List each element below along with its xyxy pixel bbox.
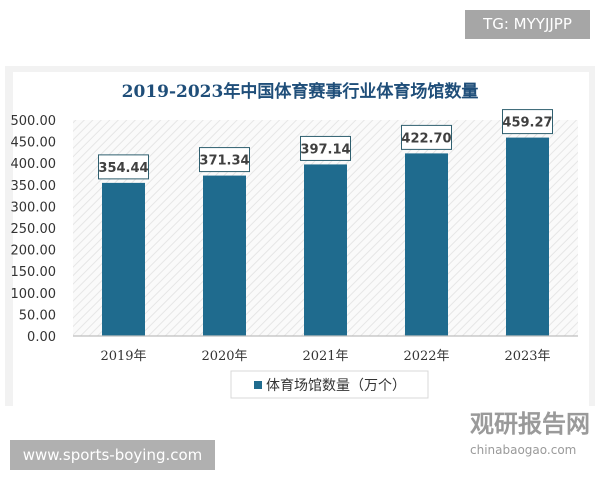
footer-site: www.sports-boying.com	[10, 440, 215, 470]
data-label-box	[300, 135, 351, 161]
legend	[230, 370, 429, 399]
watermark-logo: 观研报告网	[470, 410, 590, 438]
data-label-box	[199, 147, 250, 173]
bar	[405, 153, 448, 336]
bar	[304, 164, 347, 336]
y-tick-label: 250.00	[11, 222, 57, 237]
data-label: 422.70	[401, 131, 451, 146]
y-tick-label: 0.00	[27, 330, 56, 345]
y-tick-label: 400.00	[11, 157, 57, 172]
x-tick-label: 2020年	[201, 349, 247, 364]
bar	[203, 175, 246, 336]
y-tick-label: 300.00	[11, 200, 57, 215]
data-label-box	[98, 154, 149, 180]
x-tick-label: 2023年	[504, 349, 550, 364]
bar	[506, 137, 549, 336]
chart-title: 2019-2023年中国体育赛事行业体育场馆数量	[122, 81, 479, 102]
data-label: 354.44	[98, 161, 148, 176]
legend-swatch	[254, 381, 262, 389]
x-tick-label: 2021年	[302, 349, 348, 364]
data-label: 459.27	[502, 116, 552, 131]
data-label-box	[401, 124, 452, 150]
y-tick-label: 150.00	[11, 265, 57, 280]
watermark-url: chinabaogao.com	[470, 443, 577, 457]
x-tick-label: 2022年	[403, 349, 449, 364]
y-tick-label: 50.00	[19, 308, 56, 323]
data-label-box	[502, 109, 553, 135]
data-label: 371.34	[199, 154, 249, 169]
y-tick-label: 200.00	[11, 244, 57, 259]
x-tick-label: 2019年	[100, 349, 146, 364]
bar	[102, 182, 145, 336]
y-tick-label: 100.00	[11, 287, 57, 302]
data-label: 397.14	[300, 142, 350, 157]
y-tick-label: 500.00	[11, 114, 57, 129]
header-badge: TG: MYYJJPP	[465, 10, 590, 39]
y-tick-label: 450.00	[11, 136, 57, 151]
y-tick-label: 350.00	[11, 179, 57, 194]
legend-label: 体育场馆数量（万个）	[266, 378, 406, 394]
